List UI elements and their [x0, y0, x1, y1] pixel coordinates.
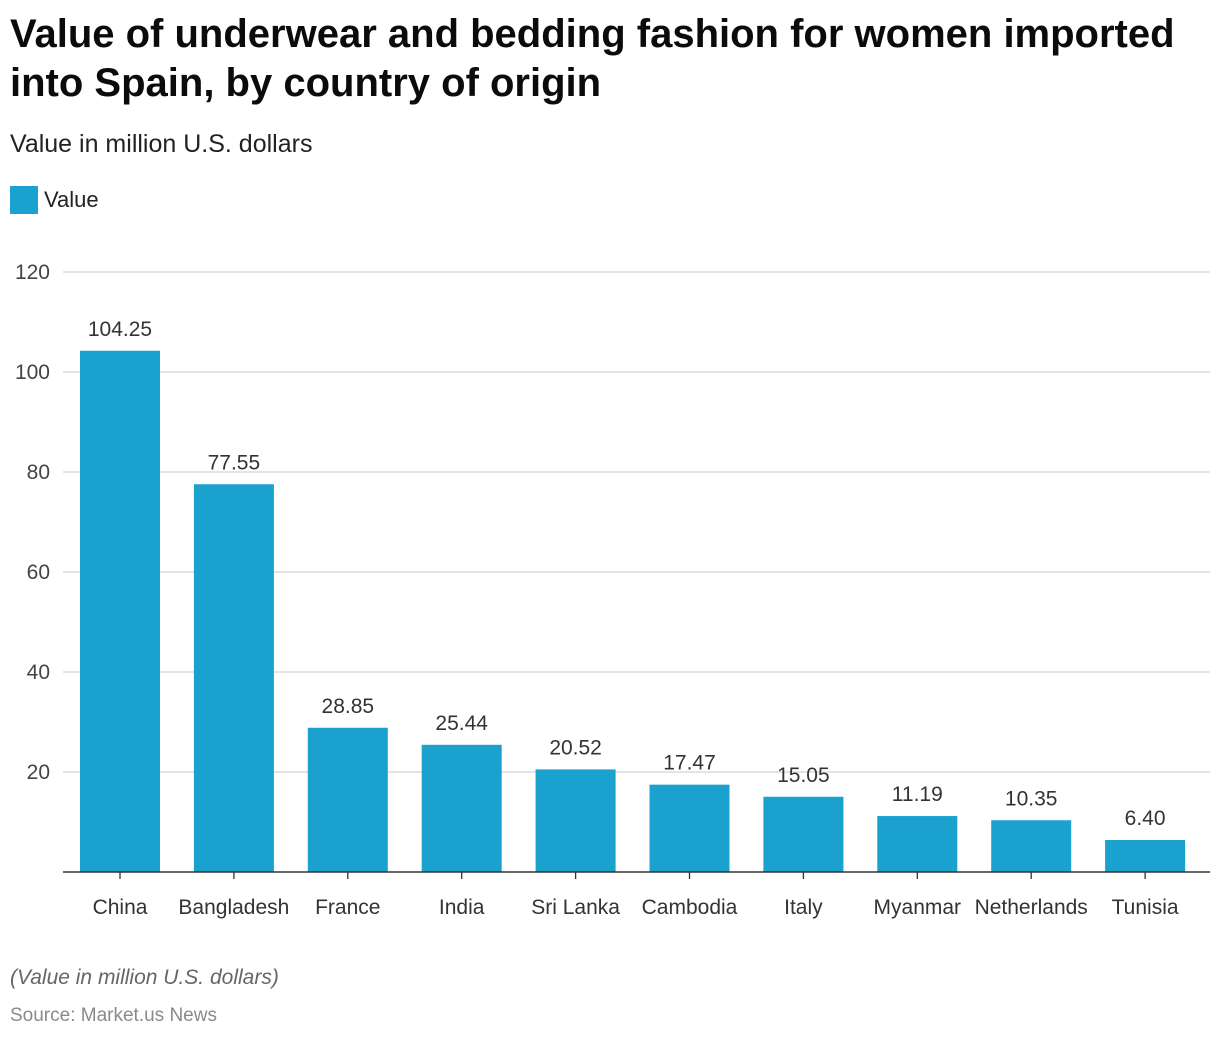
x-tick-label-bangladesh: Bangladesh [178, 896, 289, 919]
x-tick-label-cambodia: Cambodia [642, 896, 738, 919]
bar-india [421, 744, 502, 872]
chart-title: Value of underwear and bedding fashion f… [10, 12, 1175, 105]
y-tick-label-100: 100 [15, 361, 50, 384]
bar-cambodia [649, 784, 730, 872]
y-tick-label-40: 40 [27, 661, 50, 684]
data-label-india: 25.44 [435, 712, 488, 735]
bar-tunisia [1105, 840, 1186, 872]
data-label-myanmar: 11.19 [892, 783, 943, 806]
data-label-tunisia: 6.40 [1125, 807, 1166, 830]
chart-subtitle: Value in million U.S. dollars [10, 130, 313, 158]
data-label-france: 28.85 [322, 695, 375, 718]
data-label-bangladesh: 77.55 [208, 451, 261, 474]
bar-sri-lanka [535, 769, 616, 872]
y-tick-label-60: 60 [27, 561, 50, 584]
data-label-netherlands: 10.35 [1005, 787, 1058, 810]
y-tick-label-20: 20 [27, 761, 50, 784]
x-tick-label-sri-lanka: Sri Lanka [531, 896, 620, 919]
x-tick-label-india: India [439, 896, 485, 919]
y-tick-label-80: 80 [27, 461, 50, 484]
x-tick-label-france: France [315, 896, 380, 919]
bar-italy [763, 796, 844, 872]
legend-label: Value [44, 187, 99, 212]
data-label-china: 104.25 [88, 318, 152, 341]
x-tick-label-china: China [93, 896, 148, 919]
bar-netherlands [991, 820, 1072, 872]
legend-swatch [10, 186, 38, 214]
x-tick-label-tunisia: Tunisia [1112, 896, 1179, 919]
data-label-cambodia: 17.47 [663, 752, 716, 775]
data-label-italy: 15.05 [777, 764, 830, 787]
x-tick-label-netherlands: Netherlands [975, 896, 1088, 919]
bar-china [80, 350, 160, 872]
bar-france [307, 727, 388, 872]
x-tick-label-italy: Italy [784, 896, 823, 919]
bar-bangladesh [193, 484, 274, 872]
y-tick-label-120: 120 [15, 261, 50, 284]
x-tick-label-myanmar: Myanmar [874, 896, 962, 919]
footer-note: (Value in million U.S. dollars) [10, 966, 279, 989]
bar-myanmar [877, 816, 958, 872]
source-credit: Source: Market.us News [10, 1005, 217, 1026]
data-label-sri-lanka: 20.52 [549, 736, 602, 759]
legend: Value [10, 186, 99, 214]
